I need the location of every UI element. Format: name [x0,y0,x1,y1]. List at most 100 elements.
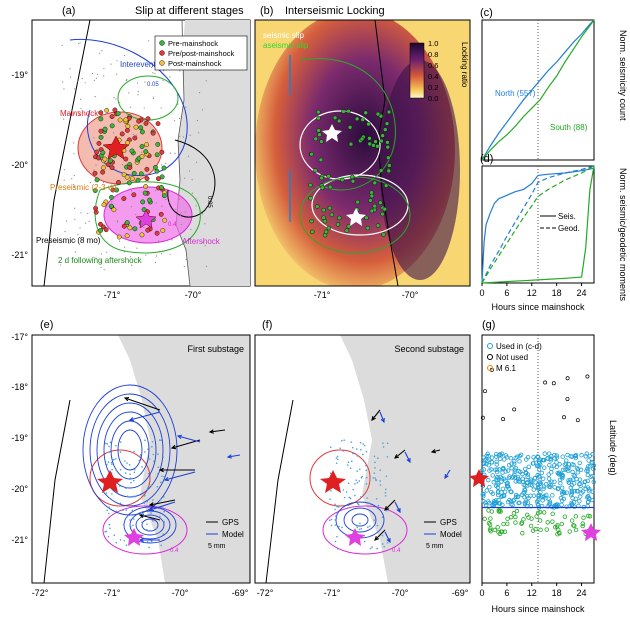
used-event [492,500,497,505]
background-dot [73,185,75,188]
south-event [535,510,541,516]
small-event-dot [343,496,346,499]
event-dot [92,170,98,176]
gps-arrow [124,397,161,411]
event-dot [332,115,338,121]
used-event [531,487,536,492]
f-contour-label: 0.4 [392,548,401,554]
event-dot [158,211,164,217]
used-event [590,489,595,494]
small-event-dot [338,525,340,528]
small-event-dot [163,475,165,478]
event-dot [309,151,314,157]
small-event-dot [374,477,376,479]
event-dot [367,136,372,141]
event-dot [160,228,166,233]
background-dot [205,80,207,82]
used-event [546,472,551,477]
gps-arrow [404,451,411,463]
background-dot [74,218,76,220]
small-event-dot [128,463,131,466]
used-event [590,473,595,479]
used-event [589,497,595,503]
colorbar-ticks: 1.0 0.8 0.6 0.4 0.2 0.0 [428,39,438,103]
background-dot [63,88,65,90]
not-used-event [551,381,556,386]
event-dot [308,196,313,201]
background-dot [116,221,119,223]
background-dot [179,135,181,137]
background-dot [125,80,127,82]
event-dot [162,217,168,223]
used-event [578,467,584,473]
used-event [562,490,567,495]
event-dot [108,203,114,209]
south-event [505,516,510,522]
small-event-dot [334,503,336,506]
used-event [573,455,578,461]
event-dot [154,152,160,158]
used-event [512,497,517,502]
a-ytick-1: -19° [11,70,28,80]
preseismic-long-contour [167,139,216,218]
used-event [536,464,542,469]
event-dot [101,202,107,208]
used-event [532,475,537,481]
background-dot [142,157,144,160]
gps-arrowhead [208,429,214,434]
e-xtick-2: -71° [104,588,121,598]
gps-arrow [371,409,381,421]
used-event [512,472,517,477]
small-event-dot [342,489,345,491]
small-event-dot [151,440,154,443]
gps-arrowhead [148,506,155,512]
background-dot [106,251,108,253]
panel-a-title: Slip at different stages [135,5,244,17]
small-event-dot [357,513,359,515]
used-event [540,498,545,503]
south-event [508,514,514,520]
used-event [526,464,532,469]
gps-arrow [149,501,176,511]
small-event-dot [150,540,153,542]
background-dot [71,178,73,180]
background-dot [101,50,103,52]
small-event-dot [107,461,110,463]
small-event-dot [139,454,142,456]
event-dot [380,133,385,138]
event-dot [92,188,98,193]
land-area-e [118,335,250,583]
e-xtick-4: -69° [232,588,249,598]
used-event [524,494,530,499]
event-dot [138,171,144,177]
small-event-dot [107,535,110,538]
background-dot [173,87,175,89]
used-event [533,480,538,485]
gps-arrow [164,471,196,481]
background-dot [148,40,150,42]
event-dot [109,114,115,120]
event-dot [125,140,130,146]
small-event-dot [129,477,132,480]
legend-b-seismic: seismic slip [263,31,304,40]
used-event [535,501,540,507]
small-event-dot [141,513,144,516]
small-event-dot [384,495,387,497]
small-event-dot [365,476,368,479]
c-series-north: North (557) [495,89,536,98]
background-dot [137,94,139,96]
used-event [481,455,487,460]
south-event [545,520,550,525]
small-event-dot [146,488,149,491]
used-event [499,451,505,456]
event-dot [329,212,335,217]
used-event [536,494,541,499]
hour-tick-label: 24 [577,588,587,598]
small-event-dot [156,485,159,488]
background-dot [95,164,97,166]
used-event [579,453,584,458]
background-dot [63,179,65,181]
event-dot [347,125,353,130]
background-dot [112,190,114,192]
small-event-dot [141,466,143,468]
